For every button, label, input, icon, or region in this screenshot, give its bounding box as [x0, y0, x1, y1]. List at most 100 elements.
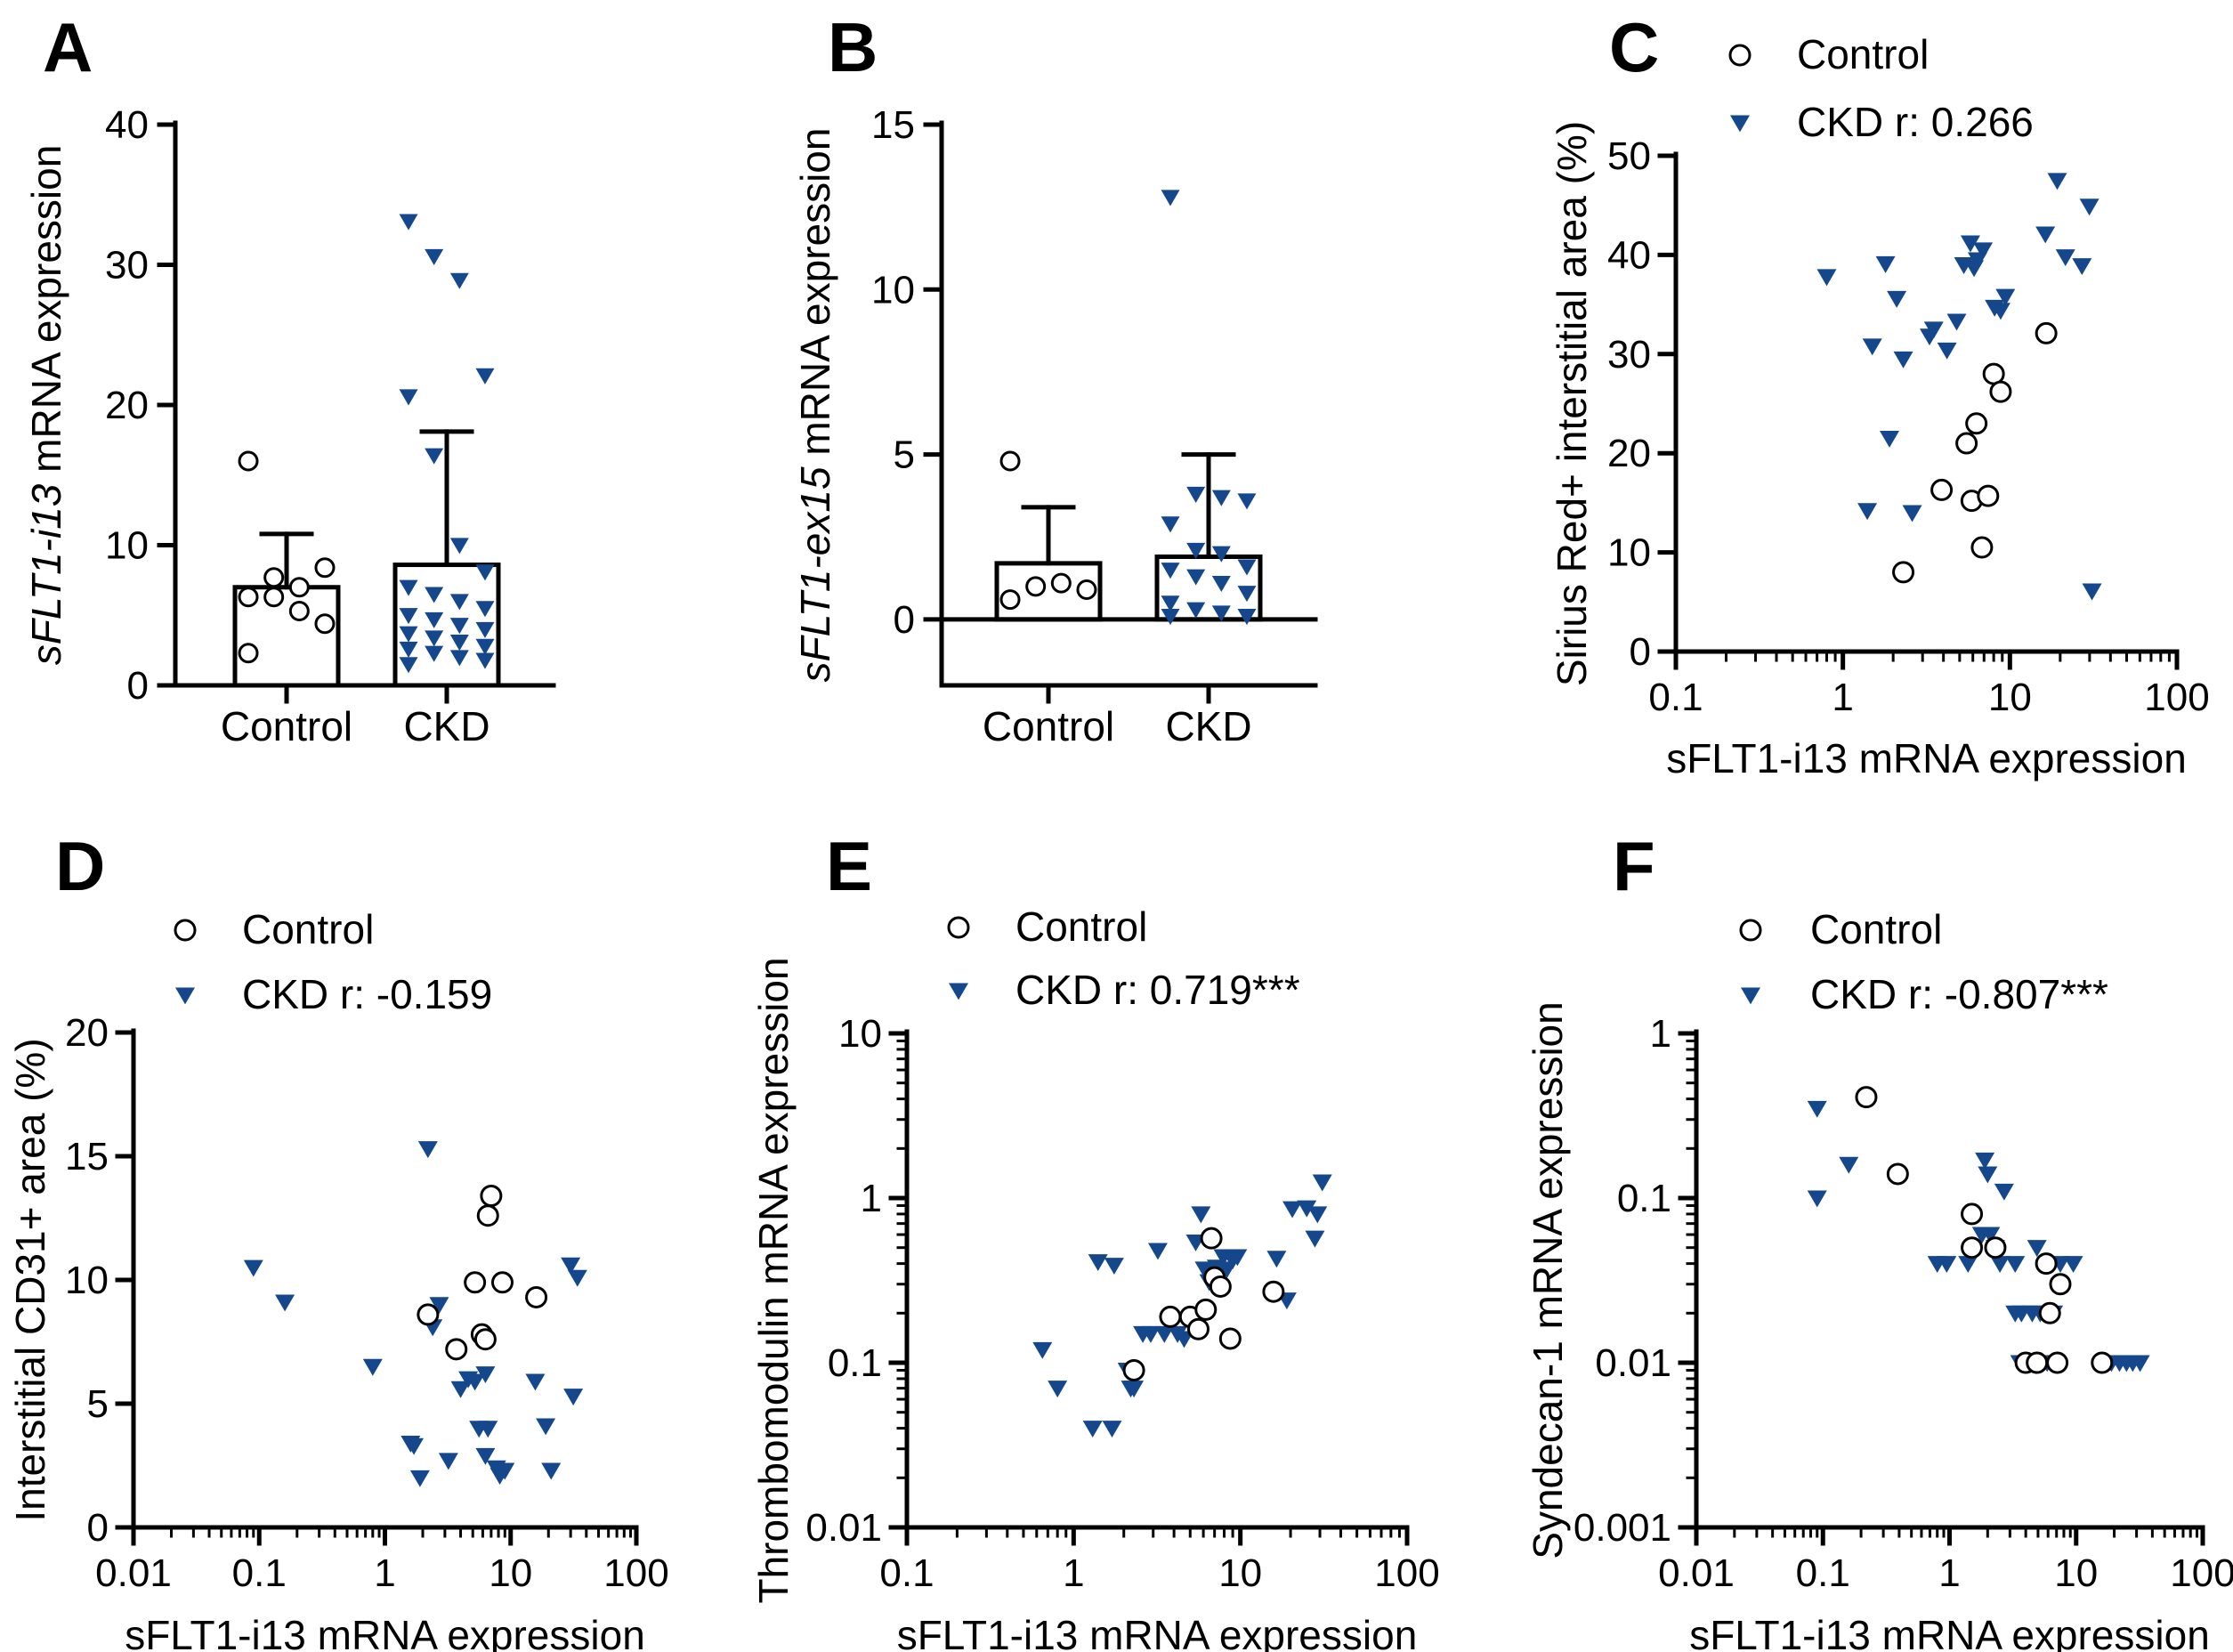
x-tick-label-E: 10: [1218, 1551, 1262, 1595]
control-point: [314, 557, 336, 579]
x-tick-label-F: 0.1: [1796, 1551, 1850, 1595]
ckd-point: [1104, 1258, 1124, 1275]
ckd-point: [1161, 595, 1180, 612]
ckd-point: [1227, 1249, 1248, 1267]
ckd-point: [475, 564, 495, 581]
control-point: [999, 450, 1021, 472]
control-point: [1200, 1227, 1223, 1250]
control-point: [476, 1204, 499, 1227]
ckd-point: [362, 1358, 383, 1376]
ckd-point: [425, 448, 444, 465]
ckd-point: [1807, 1190, 1827, 1208]
x-tick-label-D: 10: [489, 1551, 532, 1595]
y-tick-label-C: 50: [1607, 134, 1651, 178]
x-tick-label-E: 0.1: [879, 1551, 934, 1595]
ckd-point: [1312, 1174, 1332, 1192]
ckd-point: [2047, 173, 2067, 190]
ckd-point: [1857, 503, 1878, 521]
control-point: [1194, 1298, 1218, 1321]
control-point: [1025, 576, 1047, 597]
ckd-point: [1154, 1325, 1175, 1343]
ckd-point: [2079, 198, 2100, 216]
legend-control-marker: [1739, 919, 1762, 942]
x-tick-label-F: 1: [1938, 1551, 1960, 1595]
control-point: [1050, 572, 1072, 594]
ckd-point: [465, 1373, 485, 1391]
x-tick-label-C: 0.1: [1648, 676, 1703, 719]
ckd-point: [1990, 1256, 2011, 1274]
ckd-point: [495, 1462, 515, 1480]
ckd-point: [425, 630, 444, 647]
x-tick-label-D: 1: [374, 1551, 395, 1595]
legend-ckd-marker: [949, 983, 968, 1000]
y-axis-title-A: sFLT1-i13 mRNA expression: [23, 145, 69, 666]
control-point: [490, 1271, 514, 1294]
x-tick-label-E: 1: [1063, 1551, 1084, 1595]
ckd-point: [425, 587, 444, 603]
x-category-label-B: CKD: [1165, 703, 1251, 749]
x-category-label-A: Control: [221, 703, 352, 749]
y-tick-label-F: 0.001: [1574, 1506, 1671, 1550]
x-tick-label-D: 0.1: [232, 1551, 287, 1595]
ckd-point: [1978, 1166, 1998, 1184]
ckd-point: [449, 635, 469, 652]
ckd-point: [1307, 1206, 1328, 1224]
y-tick-label-D: 15: [65, 1135, 109, 1178]
control-point: [1076, 579, 1097, 601]
ckd-point: [243, 1259, 263, 1277]
y-axis-title-E: Thrombomodulin mRNA expression: [750, 957, 797, 1603]
control-point: [1984, 1236, 2007, 1259]
control-point: [464, 1271, 487, 1294]
ckd-point: [409, 1470, 430, 1487]
ckd-point: [1211, 490, 1231, 506]
ckd-point: [275, 1294, 295, 1312]
y-tick-label-D: 10: [65, 1259, 109, 1302]
ckd-point: [1082, 1421, 1103, 1438]
control-point: [2091, 1351, 2114, 1374]
legend-control-marker: [1728, 44, 1752, 67]
control-point: [1977, 484, 2000, 507]
y-tick-label-C: 30: [1607, 333, 1651, 377]
y-tick-label-F: 1: [1650, 1012, 1671, 1056]
control-point: [2049, 1273, 2072, 1296]
ckd-point: [449, 272, 469, 289]
control-point: [288, 577, 310, 598]
legend-ckd-label: CKD r: 0.266: [1797, 99, 2034, 145]
panel-letter-B: B: [828, 8, 878, 86]
control-point: [1970, 536, 1994, 559]
ckd-point: [475, 652, 495, 669]
y-tick-label-C: 20: [1607, 432, 1651, 475]
ckd-point: [561, 1257, 581, 1275]
x-tick-label-C: 1: [1832, 676, 1853, 719]
ckd-point: [1237, 493, 1257, 510]
control-point: [525, 1285, 548, 1308]
ckd-point: [1973, 242, 1994, 260]
control-point: [1965, 412, 1988, 435]
y-tick-label-C: 10: [1607, 531, 1651, 575]
control-point: [2038, 1301, 2061, 1324]
ckd-point: [450, 1381, 471, 1398]
ckd-point: [563, 1389, 584, 1406]
ckd-point: [1879, 430, 1899, 448]
x-axis-title-C: sFLT1-i13 mRNA expression: [1666, 735, 2187, 781]
ckd-point: [1305, 1230, 1325, 1248]
panel-letter-D: D: [55, 827, 105, 905]
control-point: [238, 587, 259, 608]
ckd-point: [399, 626, 418, 643]
ckd-point: [478, 1421, 498, 1438]
ckd-point: [1995, 288, 2016, 306]
ckd-point: [399, 641, 418, 658]
y-tick-label-E: 0.01: [805, 1506, 882, 1550]
x-tick-label-C: 100: [2144, 676, 2209, 719]
ckd-point: [1887, 290, 1907, 308]
y-tick-label-A: 20: [105, 384, 149, 427]
y-tick-label-D: 20: [65, 1011, 109, 1055]
ckd-point: [404, 1437, 425, 1455]
ckd-point: [417, 1141, 438, 1159]
ckd-point: [425, 248, 444, 265]
y-tick-label-A: 40: [105, 103, 149, 147]
x-tick-label-C: 10: [1988, 676, 2032, 719]
ckd-point: [1958, 1256, 1978, 1274]
x-tick-label-D: 100: [603, 1551, 668, 1595]
